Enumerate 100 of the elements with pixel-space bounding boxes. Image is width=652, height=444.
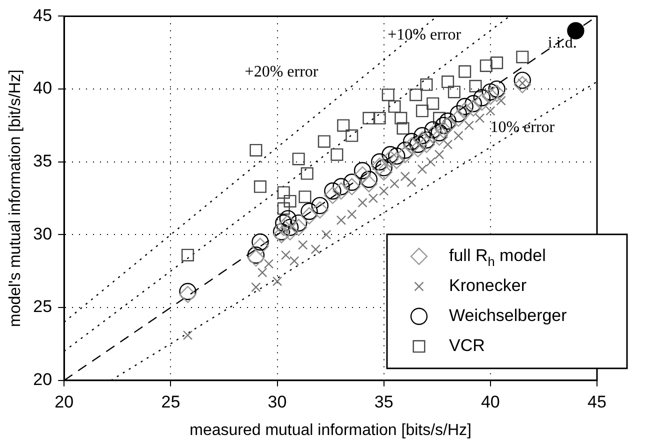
annotation: +20% error [244,63,319,80]
y-tick-label: 25 [33,297,52,316]
point [426,97,440,110]
point [458,65,472,78]
point [490,56,504,70]
x-tick-label: 40 [480,392,500,412]
annotation: 10% error [490,118,556,136]
point [318,135,330,148]
point [464,120,474,130]
point [448,86,460,98]
point [402,132,420,150]
point [396,122,410,135]
point [414,127,431,144]
point [388,152,406,170]
point [254,180,266,193]
point [439,116,456,134]
point [277,186,290,199]
point [370,158,388,175]
y-tick-label: 30 [33,224,52,244]
point [290,218,308,236]
point [416,104,428,118]
point [390,178,400,189]
point [375,159,392,176]
point [368,193,378,204]
point [292,152,305,166]
point [264,259,274,269]
y-axis-title: model's mutual information [bit/s/Hz] [7,70,24,327]
point [375,163,392,181]
point [456,102,474,120]
point [450,105,468,122]
x-axis-title: measured mutual information [bits/s/Hz] [190,422,472,439]
point [310,244,320,254]
point [179,286,196,304]
point [433,112,446,124]
point [272,276,282,286]
point [488,80,506,98]
x-tick-label: 45 [588,392,606,412]
point [396,146,414,164]
point [418,136,436,153]
point [382,88,394,102]
point [424,121,442,138]
x-tick-label: 35 [374,392,394,412]
point [290,214,308,232]
point [464,99,482,117]
point [370,153,388,170]
point [434,150,444,160]
point [450,110,468,127]
point [456,98,474,116]
point [330,148,344,161]
x-tick-label: 20 [54,392,74,412]
point [469,80,482,92]
point [321,230,332,240]
point [252,233,269,251]
point [182,330,193,340]
point [439,112,456,130]
legend-label: VCR [449,336,485,356]
point [430,124,448,142]
point [281,223,299,240]
point [409,136,427,153]
point [382,146,399,164]
point [396,142,414,159]
point [496,96,506,106]
point [298,240,308,250]
point [442,76,454,88]
point [298,190,312,204]
point [418,131,436,149]
point [284,194,296,208]
point [347,209,357,220]
point [388,100,401,113]
point [388,147,406,165]
point [332,178,350,196]
point [434,121,452,138]
point [482,88,500,105]
legend-label: Kronecker [449,276,527,296]
point [379,186,389,196]
point [480,59,492,72]
point [336,215,346,225]
point [394,112,408,124]
point [473,89,490,106]
point [373,112,386,124]
x-tick-label: 30 [268,392,287,412]
point [247,246,265,264]
point [420,78,433,91]
point [354,162,372,180]
point [442,140,453,150]
point [272,226,290,244]
point [430,128,448,146]
point [402,137,420,154]
point [424,126,442,143]
point [337,119,350,132]
point [346,129,358,142]
point [343,178,360,196]
point [514,72,531,89]
point [516,50,529,64]
point [414,131,431,149]
point [311,196,328,214]
point [358,198,368,208]
y-tick-label: 45 [33,6,52,25]
point [324,182,342,200]
point [252,238,269,255]
